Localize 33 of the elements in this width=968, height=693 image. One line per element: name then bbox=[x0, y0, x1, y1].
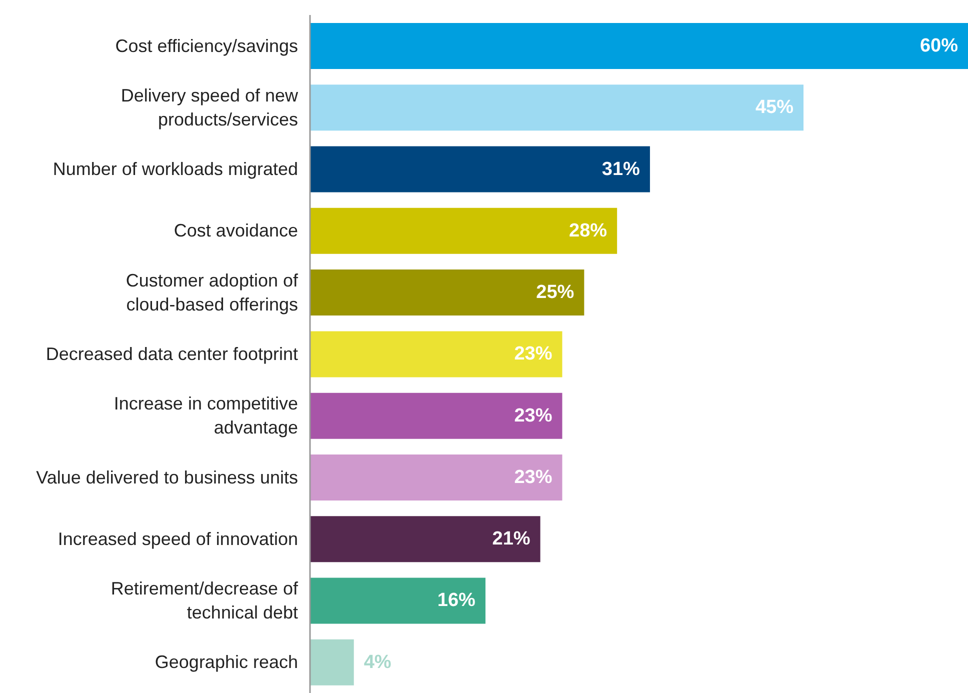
data-label: 16% bbox=[437, 590, 476, 612]
data-label: 23% bbox=[514, 405, 552, 426]
y-tick-label: Increased speed of innovation bbox=[58, 528, 298, 549]
data-label: 25% bbox=[536, 282, 574, 304]
y-tick-label: Value delivered to business units bbox=[36, 467, 298, 488]
data-label: 31% bbox=[602, 158, 640, 180]
y-tick-label: Delivery speed of new products/services bbox=[120, 85, 299, 130]
data-label: 23% bbox=[514, 344, 552, 365]
bar bbox=[310, 84, 804, 131]
bar bbox=[310, 454, 562, 500]
data-label: 28% bbox=[569, 220, 608, 242]
y-tick-label: Number of workloads migrated bbox=[52, 159, 298, 180]
y-tick-label: Cost avoidance bbox=[174, 220, 298, 241]
bar bbox=[310, 516, 540, 562]
bar bbox=[310, 639, 354, 686]
bar bbox=[310, 270, 584, 316]
data-label: 4% bbox=[364, 652, 392, 673]
data-label: 60% bbox=[920, 36, 958, 57]
data-label: 21% bbox=[492, 528, 530, 550]
data-label: 23% bbox=[514, 466, 552, 488]
bar bbox=[310, 146, 650, 192]
bar bbox=[310, 208, 618, 254]
y-tick-label: Increase in competitive advantage bbox=[114, 394, 298, 438]
y-tick-label: Retirement/decrease of technical debt bbox=[110, 578, 299, 623]
bar bbox=[310, 23, 968, 70]
y-tick-label: Cost efficiency/savings bbox=[115, 36, 298, 56]
bar bbox=[310, 331, 562, 378]
bar bbox=[310, 578, 486, 624]
y-tick-label: Geographic reach bbox=[154, 652, 298, 672]
y-tick-label: Decreased data center footprint bbox=[46, 344, 298, 364]
bar bbox=[310, 392, 562, 439]
y-tick-label: Customer adoption of cloud-based offerings bbox=[126, 270, 299, 314]
data-label: 45% bbox=[755, 97, 794, 118]
